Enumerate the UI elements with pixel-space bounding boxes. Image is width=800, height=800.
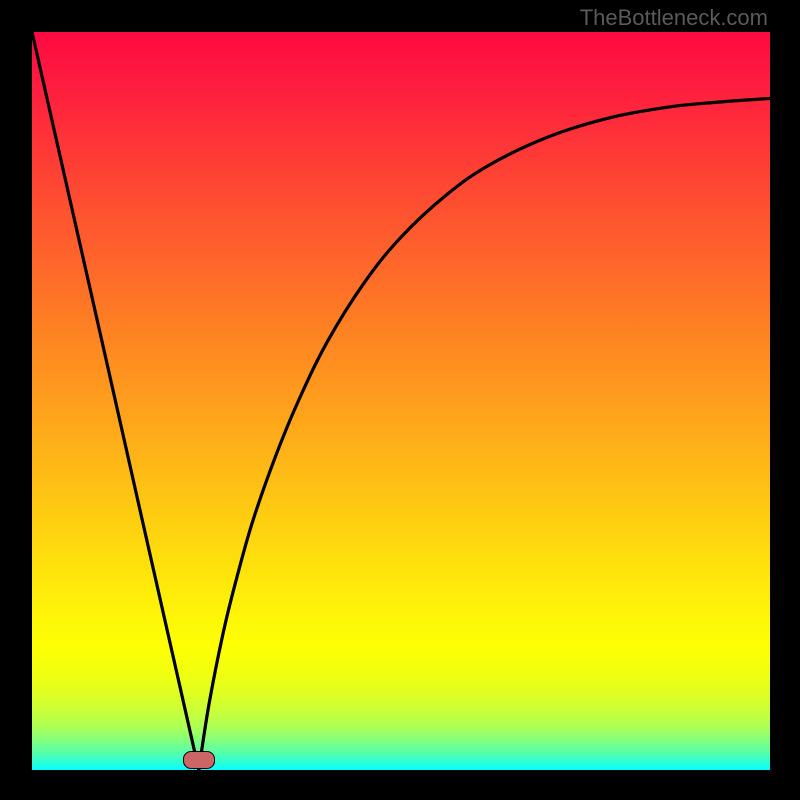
optimal-marker xyxy=(183,751,215,769)
plot-area xyxy=(32,32,770,770)
attribution-text: TheBottleneck.com xyxy=(580,5,768,31)
curve-path xyxy=(32,32,770,770)
bottleneck-curve xyxy=(32,32,770,770)
figure: TheBottleneck.com xyxy=(0,0,800,800)
